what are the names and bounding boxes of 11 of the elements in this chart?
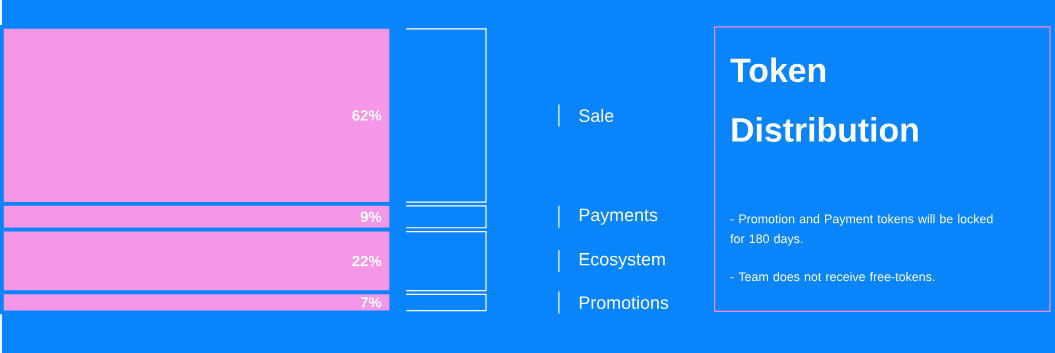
text: Promotions bbox=[579, 295, 669, 309]
text: - Promotion and Payment tokens will be locked for 180 days. bbox=[730, 213, 993, 246]
data-label: 62% bbox=[352, 109, 382, 121]
data-label: 22% bbox=[352, 255, 382, 267]
text: Ecosystem bbox=[579, 252, 665, 269]
text: Payments bbox=[579, 208, 658, 225]
text: Sale bbox=[579, 108, 614, 122]
text: Token Distribution bbox=[730, 57, 918, 142]
data-label: 9% bbox=[360, 211, 382, 222]
text: - Team does not receive free-tokens. bbox=[730, 271, 935, 281]
data-label: 7% bbox=[360, 297, 382, 308]
